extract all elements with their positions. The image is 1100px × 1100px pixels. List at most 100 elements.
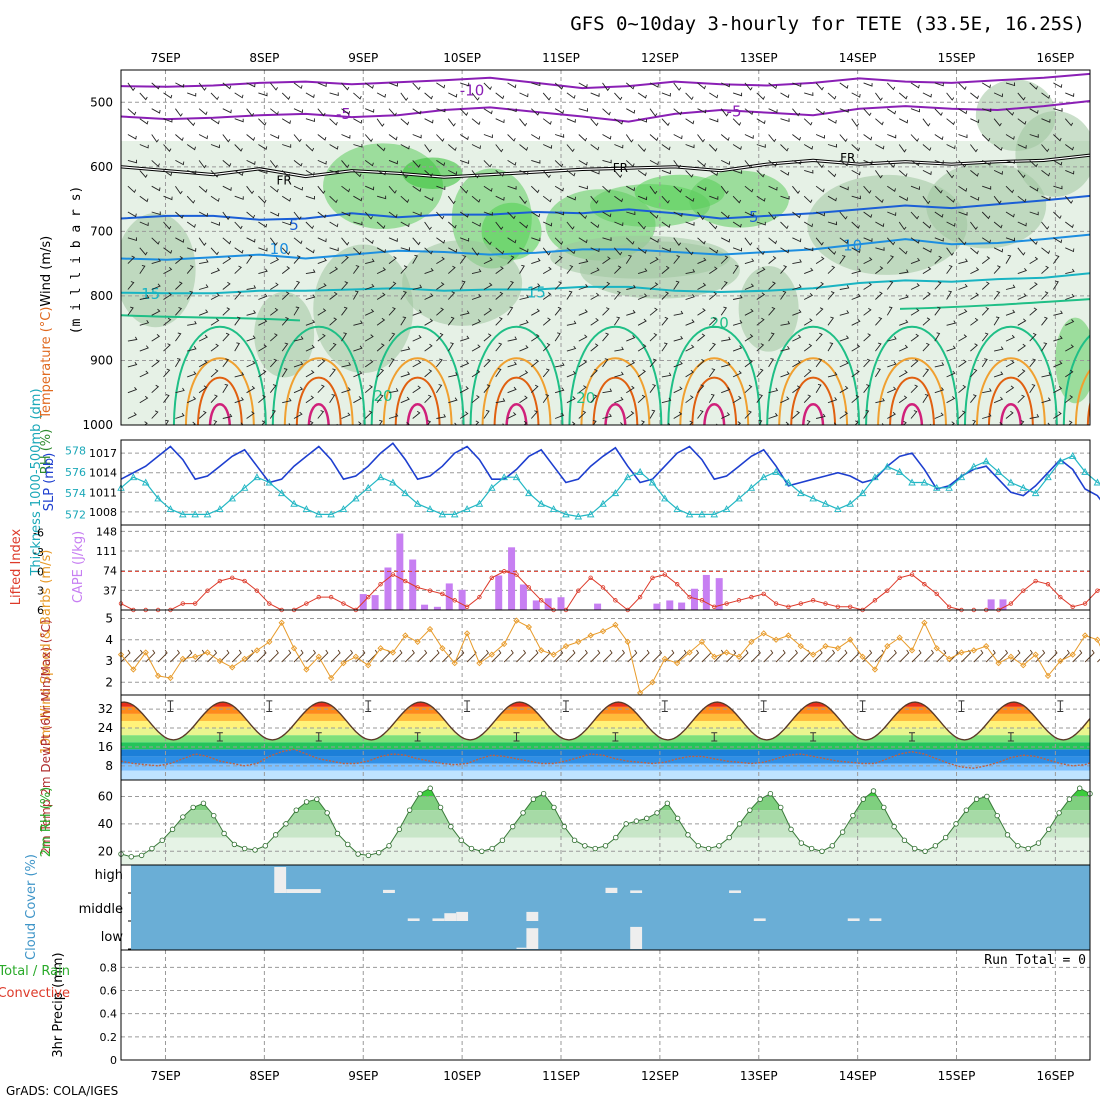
lifted-index-marker [328, 594, 334, 600]
lifted-index-tick-label: -6 [33, 527, 44, 540]
wind-barb [649, 134, 659, 142]
wind-barb [459, 280, 466, 290]
lifted-index-marker [823, 601, 828, 606]
slp-tick-label: 1008 [89, 506, 117, 519]
lifted-index-marker [798, 601, 803, 606]
wind-barb [732, 395, 742, 404]
rh-marker [221, 830, 227, 837]
isotherm-label: -5 [727, 102, 742, 120]
wind-barb [744, 160, 753, 169]
wind-barb [922, 247, 932, 253]
wind-speed-marker [179, 655, 186, 663]
wind-barb [436, 307, 444, 316]
rh-marker [406, 807, 413, 813]
wind-barb [744, 211, 754, 217]
thickness-marker [129, 473, 138, 481]
wind-barb [198, 211, 209, 217]
wind-barb [424, 394, 432, 404]
wind-barb [744, 308, 754, 316]
isotherm-diurnal-loop [865, 325, 959, 425]
wind-barb [376, 92, 386, 98]
wind-barb [523, 421, 528, 425]
wind-barb [602, 237, 612, 242]
wind-barb [1053, 160, 1063, 166]
wind-barb [376, 247, 386, 254]
wind-barb [602, 159, 612, 164]
rh-marker [540, 791, 547, 797]
temp-line [121, 701, 1090, 741]
wind-speed-marker [945, 655, 953, 663]
wind-barb [780, 396, 790, 404]
cloud-block [729, 890, 741, 893]
wind-barb [602, 413, 612, 419]
wind-barb [459, 134, 469, 141]
pressure-tick-label: 700 [90, 224, 113, 238]
wind-barb [839, 285, 850, 290]
wind-speed-marker [995, 659, 1002, 667]
precip-ylabel: 3hr Precip (mm) [51, 952, 66, 1057]
slp-tick-label: 1017 [89, 447, 117, 460]
wind10m-barb [924, 649, 934, 663]
wind-barb [293, 160, 303, 167]
thickness-marker [636, 467, 644, 475]
wind-barb [269, 384, 277, 393]
wind-speed-marker [538, 647, 545, 654]
wind-barb [637, 144, 647, 152]
rh-marker [664, 800, 671, 807]
wind-barb [578, 410, 587, 419]
wind-barb [970, 267, 980, 275]
wind-barb [910, 283, 920, 290]
wind-barb [922, 144, 932, 152]
rh-shade-blob [1055, 317, 1090, 404]
wind-barb [388, 332, 396, 342]
wind-barb [1065, 369, 1074, 378]
wind-barb [543, 144, 553, 149]
wind-barb [1053, 185, 1063, 190]
thickness-marker [413, 499, 422, 507]
wind-barb [175, 358, 181, 368]
wind-barb [922, 368, 930, 378]
wind-barb [341, 160, 350, 169]
wind-barb [875, 221, 885, 228]
wind-barb [448, 92, 458, 98]
wind-barb [768, 108, 778, 114]
wind-barb [400, 290, 407, 300]
wind-barb [519, 264, 525, 274]
wind-barb [934, 362, 945, 368]
thickness-marker [722, 505, 731, 513]
lifted-index-marker [180, 601, 185, 606]
cape-bar [532, 600, 540, 610]
wind-barb [958, 258, 968, 265]
rh-marker [520, 810, 526, 816]
wind-barb [186, 118, 196, 127]
wind-barb [1029, 358, 1037, 368]
wind-barb [412, 254, 419, 264]
wind-barb [780, 144, 789, 152]
rh-marker [582, 843, 588, 849]
rh-marker [510, 823, 516, 830]
thickness-marker [685, 510, 694, 518]
wind-barb [827, 221, 838, 226]
wind10m-barb [380, 649, 391, 663]
wind-barb [353, 247, 362, 255]
wind-speed-marker [983, 642, 990, 650]
wind-barb [222, 160, 232, 167]
isotherm-diurnal-loop [481, 357, 552, 425]
wind-speed-marker [303, 666, 310, 673]
wind-barb [460, 82, 470, 87]
wind-barb [519, 345, 529, 352]
wind-barb [887, 411, 896, 419]
wind-barb [282, 397, 292, 404]
wind-barb [934, 306, 941, 316]
wind-barb [329, 247, 339, 252]
cape-bar [519, 584, 527, 610]
thickness-marker [735, 494, 743, 502]
wind-barb [258, 118, 267, 126]
wind10m-barb [479, 649, 489, 663]
wind-barb [471, 369, 481, 378]
wind-barb [151, 160, 160, 168]
lifted-index-marker [1021, 588, 1026, 593]
wind-barb [875, 342, 882, 352]
wind10m-barb [553, 649, 564, 663]
wind-barb [163, 92, 173, 99]
